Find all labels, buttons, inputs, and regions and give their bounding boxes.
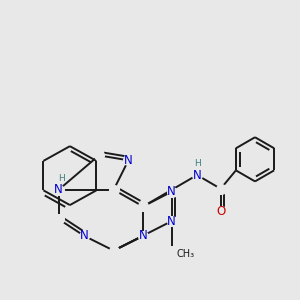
Text: N: N: [80, 230, 88, 242]
Text: N: N: [54, 183, 63, 196]
Text: N: N: [167, 185, 176, 198]
Text: N: N: [167, 215, 176, 228]
Text: O: O: [216, 205, 225, 218]
Text: N: N: [124, 154, 133, 167]
Text: CH₃: CH₃: [176, 249, 194, 259]
Text: H: H: [194, 159, 200, 168]
Text: N: N: [139, 230, 148, 242]
Text: H: H: [58, 174, 64, 183]
Text: N: N: [193, 169, 202, 182]
